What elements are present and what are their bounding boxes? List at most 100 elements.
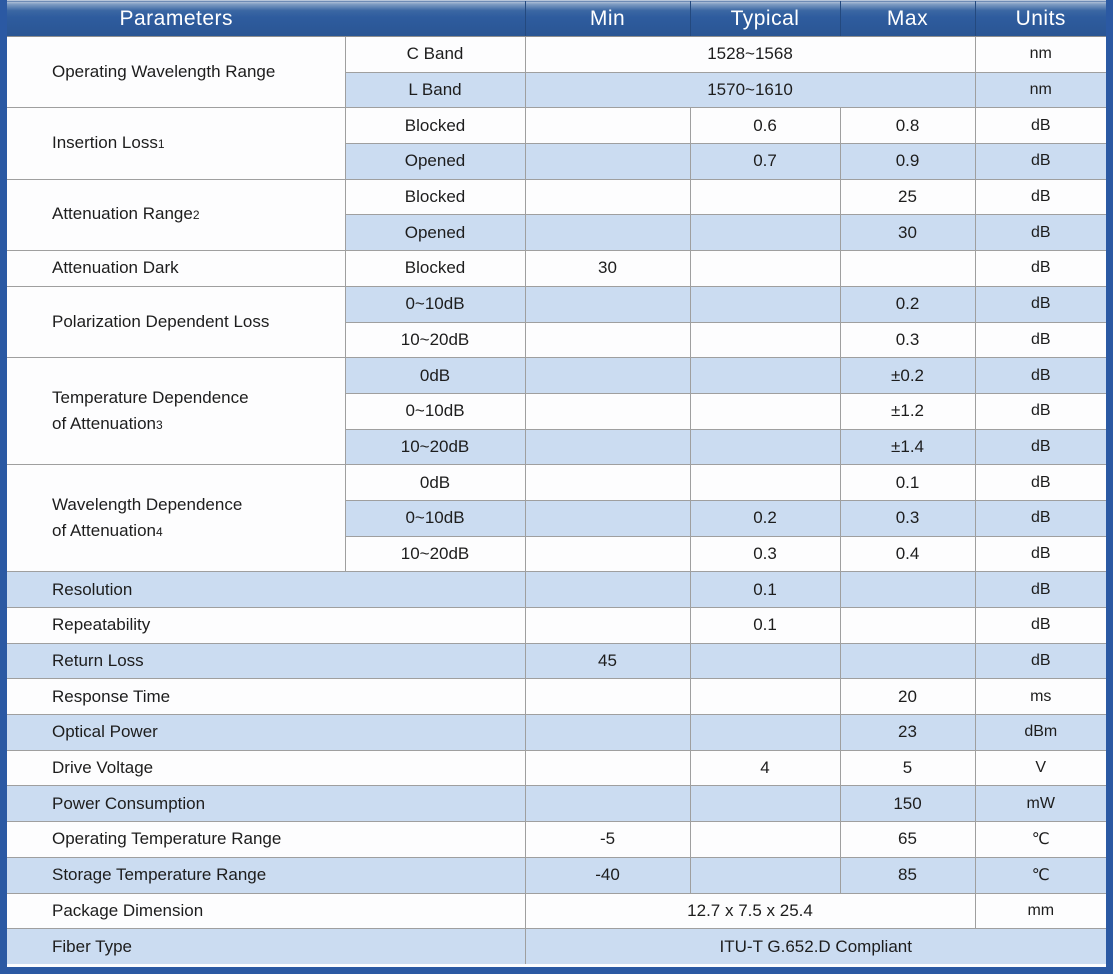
- table-row: Polarization Dependent Loss 0~10dB 0.2 d…: [7, 285, 1106, 359]
- sub-cell: 0dB: [344, 464, 526, 501]
- value-cell: 0.3: [689, 535, 841, 573]
- footnote-marker: 1: [157, 137, 165, 152]
- param-cell: Package Dimension: [7, 892, 526, 930]
- units-cell: V: [974, 749, 1106, 787]
- value-cell: [689, 214, 841, 252]
- value-cell: [524, 321, 691, 359]
- param-cell: Temperature Dependence of Attenuation3: [7, 357, 346, 466]
- value-cell: 4: [689, 749, 841, 787]
- table-row: Resolution 0.1 dB: [7, 571, 1106, 608]
- table-row: Temperature Dependence of Attenuation3 0…: [7, 357, 1106, 466]
- value-cell: [524, 464, 691, 501]
- sub-cell: C Band: [344, 36, 526, 73]
- param-cell: Operating Temperature Range: [7, 821, 526, 858]
- footnote-marker: 2: [192, 208, 200, 223]
- value-cell: [839, 642, 976, 680]
- units-cell: dB: [974, 499, 1106, 537]
- units-cell: dB: [974, 250, 1106, 287]
- units-cell: ℃: [974, 856, 1106, 894]
- units-cell: mW: [974, 785, 1106, 823]
- value-cell: -40: [524, 856, 691, 894]
- value-cell: [524, 607, 691, 644]
- value-cell: [524, 428, 691, 466]
- value-cell: [689, 856, 841, 894]
- param-cell: Repeatability: [7, 607, 526, 644]
- value-cell: 30: [524, 250, 691, 287]
- value-cell: [524, 143, 691, 180]
- units-cell: dB: [974, 392, 1106, 430]
- value-cell: 0.2: [839, 285, 976, 323]
- value-cell: [524, 285, 691, 323]
- param-label-line2: of Attenuation4: [52, 518, 345, 545]
- value-cell: [689, 250, 841, 287]
- header-units: Units: [974, 0, 1106, 37]
- table-row: Opened 30 dB: [7, 214, 1106, 252]
- units-cell: dB: [974, 607, 1106, 644]
- value-cell: 0.7: [689, 143, 841, 180]
- header-parameters: Parameters: [7, 0, 526, 37]
- value-cell: [689, 285, 841, 323]
- value-cell: 0.1: [689, 607, 841, 644]
- sub-cell: L Band: [345, 71, 526, 109]
- table-row: Attenuation Range2 Blocked 25 dB: [7, 178, 1106, 252]
- table-row: Repeatability 0.1 dB: [7, 607, 1106, 644]
- units-cell: dB: [974, 357, 1106, 394]
- param-label: Insertion Loss: [52, 133, 158, 153]
- value-cell: [524, 178, 691, 216]
- param-cell: Optical Power: [7, 714, 526, 751]
- param-label-line1: Temperature Dependence: [52, 387, 249, 407]
- value-cell: [524, 678, 691, 716]
- units-cell: dB: [974, 464, 1106, 501]
- param-label: of Attenuation: [52, 413, 156, 433]
- units-cell: nm: [974, 71, 1106, 109]
- units-cell: dB: [974, 321, 1106, 359]
- param-cell: Fiber Type: [7, 928, 526, 965]
- value-cell: [839, 250, 976, 287]
- header-typical: Typical: [689, 0, 841, 37]
- units-cell: dB: [974, 428, 1106, 466]
- table-row: Return Loss 45 dB: [7, 642, 1106, 680]
- value-cell: 65: [839, 821, 976, 858]
- spec-table: Parameters Min Typical Max Units Operati…: [7, 0, 1106, 965]
- param-cell: Insertion Loss1: [7, 107, 346, 180]
- value-cell: [524, 107, 691, 145]
- units-cell: ms: [974, 678, 1106, 716]
- param-cell: Wavelength Dependence of Attenuation4: [7, 464, 346, 573]
- units-cell: dB: [974, 107, 1106, 145]
- units-cell: dB: [974, 535, 1106, 573]
- value-cell: [524, 357, 691, 394]
- value-cell: [524, 499, 691, 537]
- value-cell: 5: [839, 749, 976, 787]
- units-cell: dB: [974, 642, 1106, 680]
- param-cell: Drive Voltage: [7, 749, 526, 787]
- param-label: of Attenuation: [52, 520, 156, 540]
- sub-cell: Blocked: [344, 107, 526, 145]
- value-cell: 85: [839, 856, 976, 894]
- value-cell: [689, 785, 841, 823]
- units-cell: nm: [974, 36, 1106, 73]
- value-cell: 1570~1610: [524, 71, 976, 109]
- value-cell: ±0.2: [839, 357, 976, 394]
- param-cell: Resolution: [7, 571, 526, 608]
- table-row: Attenuation Dark Blocked 30 dB: [7, 250, 1106, 287]
- param-cell: Storage Temperature Range: [7, 856, 526, 894]
- param-cell: Polarization Dependent Loss: [7, 285, 346, 359]
- value-cell: [689, 714, 841, 751]
- table-row: 10~20dB 0.3 0.4 dB: [7, 535, 1106, 573]
- value-cell: 0.9: [839, 143, 976, 180]
- value-cell: [524, 749, 691, 787]
- table-row: Storage Temperature Range -40 85 ℃: [7, 856, 1106, 894]
- table-row: Fiber Type ITU-T G.652.D Compliant: [7, 928, 1106, 965]
- table-row: Response Time 20 ms: [7, 678, 1106, 716]
- units-cell: dB: [974, 143, 1106, 180]
- units-cell: dBm: [974, 714, 1106, 751]
- sub-cell: Blocked: [344, 178, 526, 216]
- footnote-marker: 4: [155, 524, 163, 539]
- value-cell: -5: [524, 821, 691, 858]
- value-cell: [524, 571, 691, 608]
- table-row: Insertion Loss1 Blocked 0.6 0.8 dB: [7, 107, 1106, 180]
- table-row: Package Dimension 12.7 x 7.5 x 25.4 mm: [7, 892, 1106, 930]
- value-cell: ±1.2: [839, 392, 976, 430]
- header-min: Min: [524, 0, 691, 37]
